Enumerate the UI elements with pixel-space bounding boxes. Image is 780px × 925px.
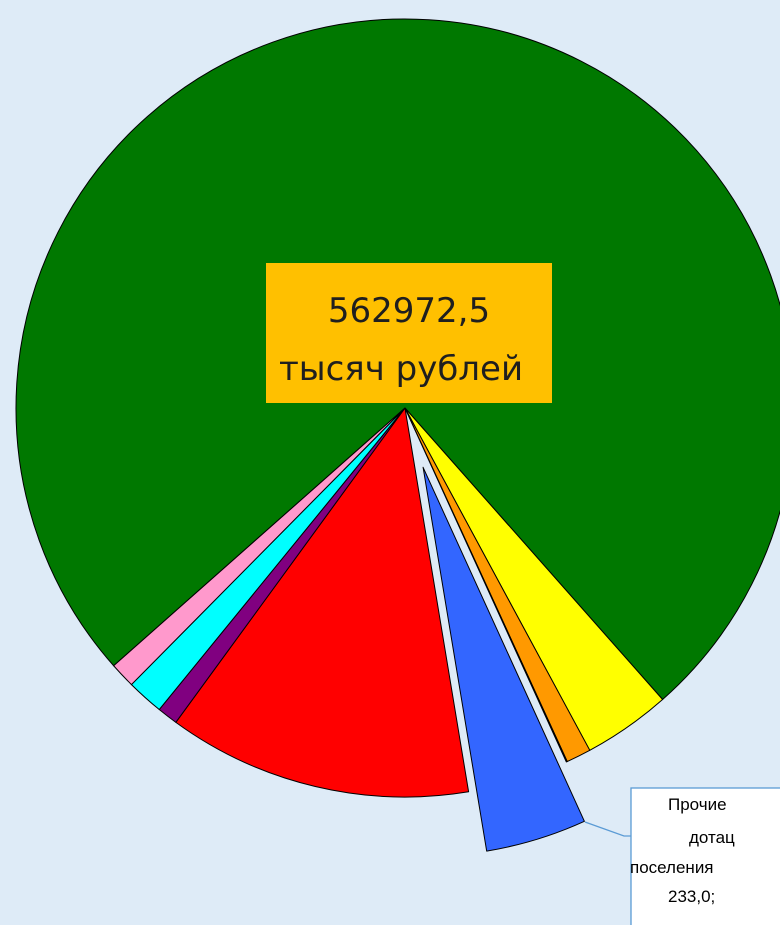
slices: [15, 18, 780, 852]
callout-leader: [584, 821, 631, 837]
pie-slice: [404, 407, 568, 763]
center-label: тысяч рублей: [279, 349, 523, 389]
pie-slice: [175, 407, 470, 798]
data-label: 233,0;: [668, 887, 715, 906]
callout-text: Прочие: [668, 795, 727, 814]
center-label: 562972,5: [328, 291, 490, 331]
pie-slice: [422, 466, 585, 852]
center-label-box: [266, 263, 552, 403]
callout-text: поселения: [630, 858, 714, 877]
callout-text: дотац: [689, 828, 735, 847]
pie-slice: [113, 407, 406, 686]
callout-box: [630, 787, 780, 925]
